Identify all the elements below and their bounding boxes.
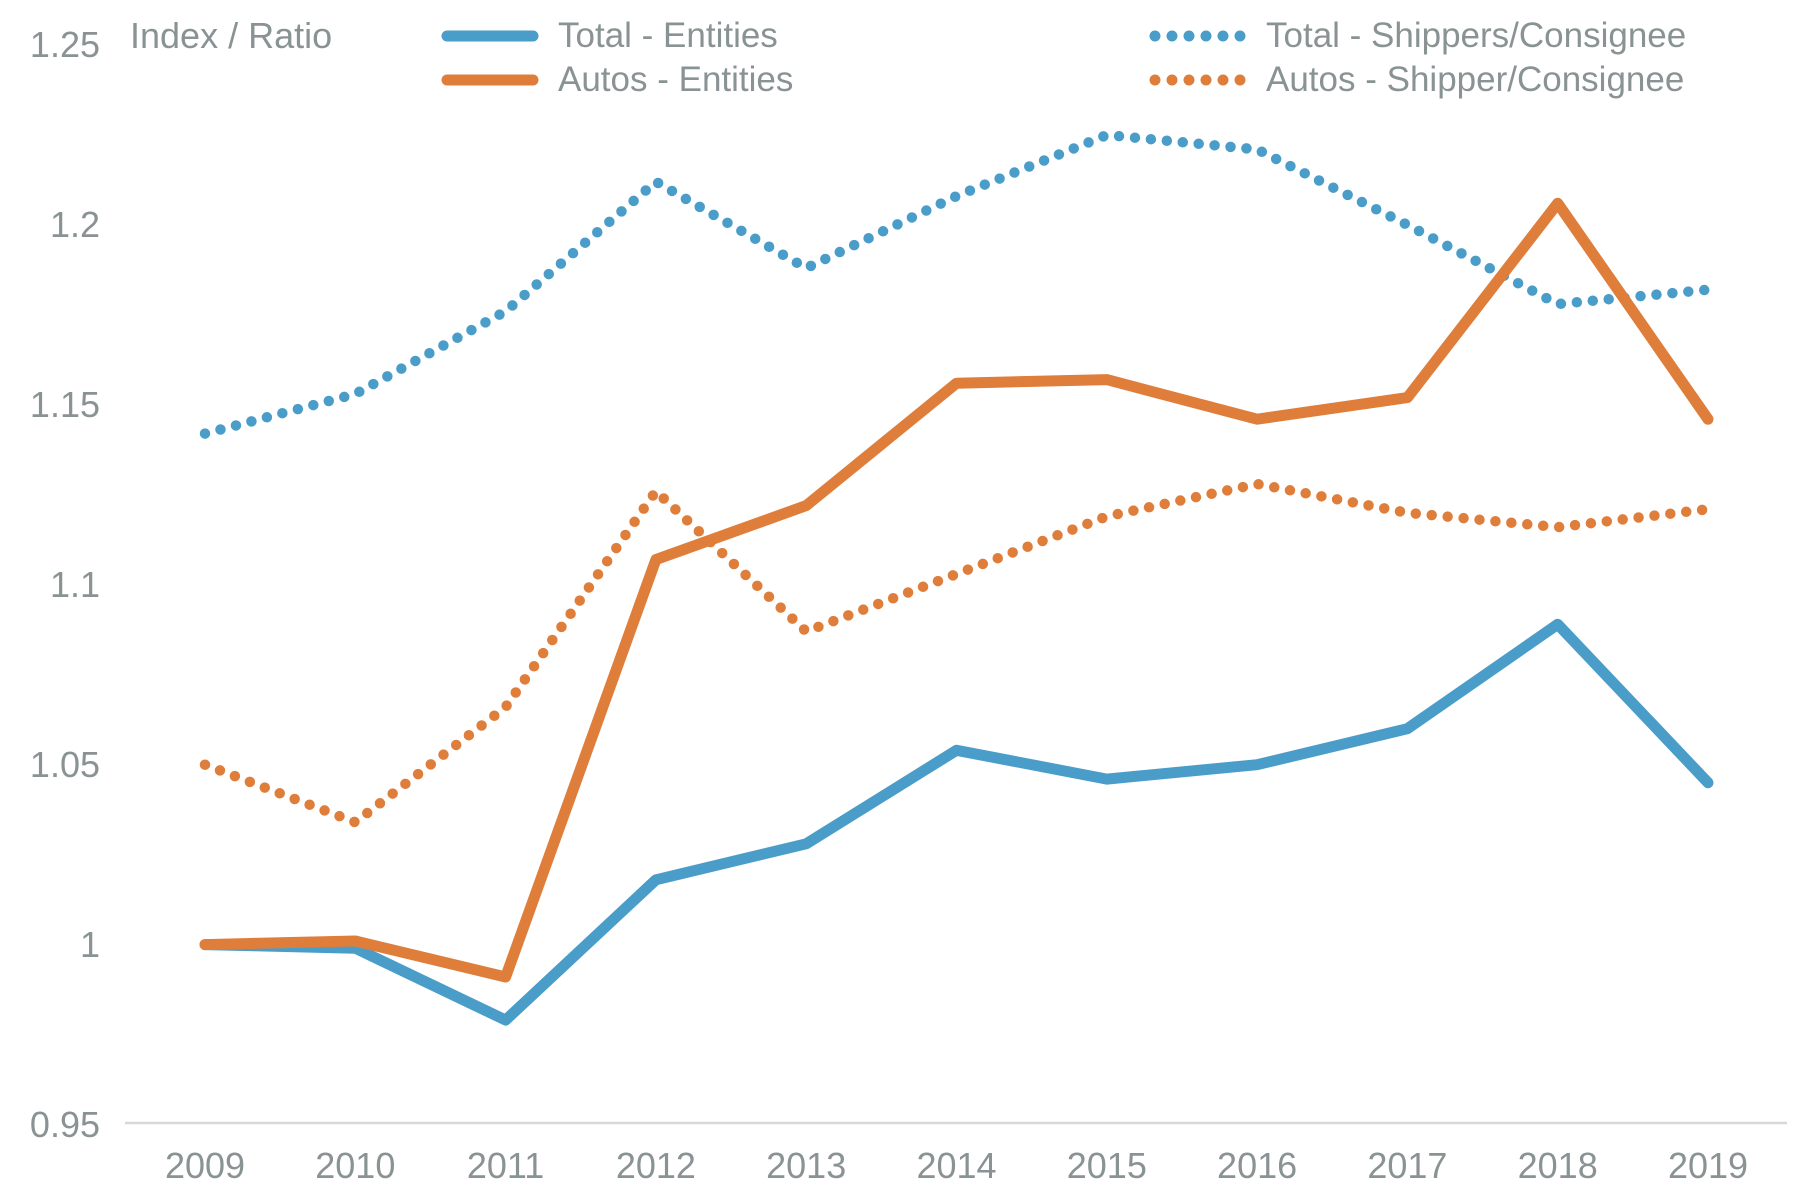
y-tick-label-1-25: 1.25 (29, 24, 100, 65)
x-tick-label-2011: 2011 (466, 1145, 545, 1186)
series-line-total-entities (199, 618, 1714, 1026)
legend-label-total-shippers-consignee: Total - Shippers/Consignee (1266, 16, 1687, 55)
legend-item-autos-entities: Autos - Entities (440, 60, 793, 100)
legend-label-total-entities: Total - Entities (558, 16, 778, 55)
legend-item-autos-shipper-consignee: Autos - Shipper/Consignee (1148, 60, 1684, 100)
x-tick-label-2015: 2015 (1066, 1145, 1147, 1186)
x-tick-label-2012: 2012 (615, 1145, 696, 1186)
x-tick-label-2017: 2017 (1367, 1145, 1448, 1186)
y-axis-title: Index / Ratio (130, 15, 333, 56)
y-tick-label-1-05: 1.05 (29, 743, 100, 785)
legend-label-autos-entities: Autos - Entities (558, 60, 794, 99)
legend-label-autos-shipper-consignee: Autos - Shipper/Consignee (1266, 60, 1685, 99)
series-line-autos-entities (199, 197, 1714, 983)
x-tick-label-2014: 2014 (916, 1145, 997, 1186)
legend-item-total-entities: Total - Entities (440, 16, 778, 56)
y-tick-label-1: 1 (79, 923, 100, 965)
y-tick-label-1-1: 1.1 (49, 563, 100, 605)
series-line-total-shippers-consignee (199, 129, 1714, 439)
solid-orange-line-icon (441, 74, 539, 86)
x-tick-label-2009: 2009 (164, 1145, 246, 1186)
y-tick-label-1-15: 1.15 (29, 383, 100, 425)
x-tick-label-2013: 2013 (766, 1145, 847, 1186)
x-tick-label-2010: 2010 (315, 1145, 396, 1186)
x-tick-label-2016: 2016 (1217, 1145, 1298, 1186)
solid-blue-line-icon (441, 30, 539, 42)
x-tick-label-2018: 2018 (1517, 1145, 1598, 1186)
series-line-autos-shipper-consignee (199, 478, 1714, 828)
x-tick-label-2019: 2019 (1667, 1145, 1749, 1186)
dotted-blue-line-icon (1149, 30, 1247, 42)
dotted-orange-line-icon (1149, 74, 1247, 86)
y-tick-label-1-2: 1.2 (49, 203, 100, 245)
legend-item-total-shippers-consignee: Total - Shippers/Consignee (1148, 16, 1686, 56)
y-tick-label-0-95: 0.95 (29, 1103, 100, 1145)
